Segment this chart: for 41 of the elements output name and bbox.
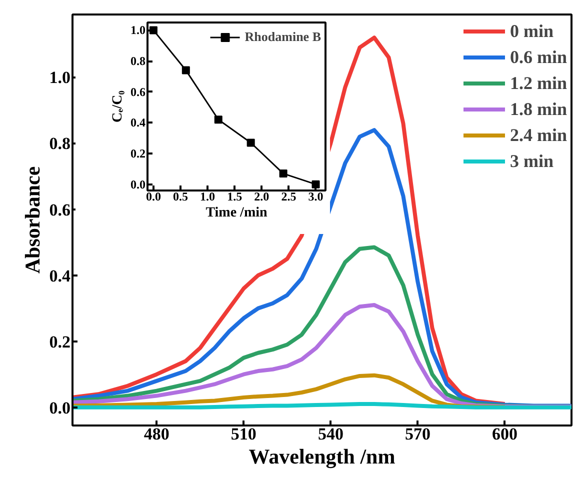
x-tick-label: 2.5: [281, 190, 296, 204]
y-tick-label: 0.0: [130, 177, 146, 192]
y-tick-label: 0.6: [49, 200, 70, 220]
y-axis-title: Absorbance: [20, 166, 44, 274]
y-tick-label: 0.2: [49, 332, 70, 352]
x-tick-label: 600: [492, 424, 518, 444]
x-axis-title: Time /min: [206, 206, 268, 220]
point: [246, 138, 255, 147]
legend-label: 1.8 min: [510, 98, 567, 120]
x-tick-label: 3.0: [308, 190, 324, 204]
x-axis-title: Wavelength /nm: [248, 444, 396, 468]
legend-label: 1.2 min: [510, 72, 567, 94]
y-tick-label: 0.0: [49, 398, 70, 418]
point: [312, 180, 320, 188]
y-tick-label: 0.4: [130, 116, 146, 130]
x-tick-label: 1.5: [227, 190, 242, 204]
x-tick-label: 0.5: [173, 190, 188, 204]
x-tick-label: 570: [404, 424, 430, 444]
x-tick-label: 2.0: [254, 190, 270, 204]
point: [279, 170, 288, 178]
y-tick-label: 0.4: [49, 266, 71, 286]
legend-label: 0.6 min: [510, 46, 567, 68]
legend-label: 0 min: [510, 20, 554, 42]
legend-label: 2.4 min: [510, 124, 567, 146]
y-tick-label: 0.8: [130, 54, 146, 68]
y-tick-label: 0.8: [49, 134, 70, 154]
x-tick-label: 1.0: [200, 190, 216, 204]
y-tick-label: 1.0: [49, 68, 70, 88]
legend-label: Rhodamine B: [244, 28, 321, 46]
y-tick-label: 0.6: [130, 84, 146, 99]
x-tick-label: 0.0: [146, 190, 161, 204]
point: [149, 26, 158, 34]
legend-label: 3 min: [510, 150, 554, 172]
y-axis-title: Cₑ/C₀: [110, 90, 126, 122]
x-tick-label: 540: [318, 424, 344, 444]
x-tick-label: 480: [144, 424, 170, 444]
x-tick-label: 510: [230, 424, 256, 444]
y-tick-label: 0.2: [130, 146, 146, 161]
y-tick-label: 1.0: [130, 23, 146, 38]
point: [214, 116, 222, 124]
point: [182, 66, 190, 74]
